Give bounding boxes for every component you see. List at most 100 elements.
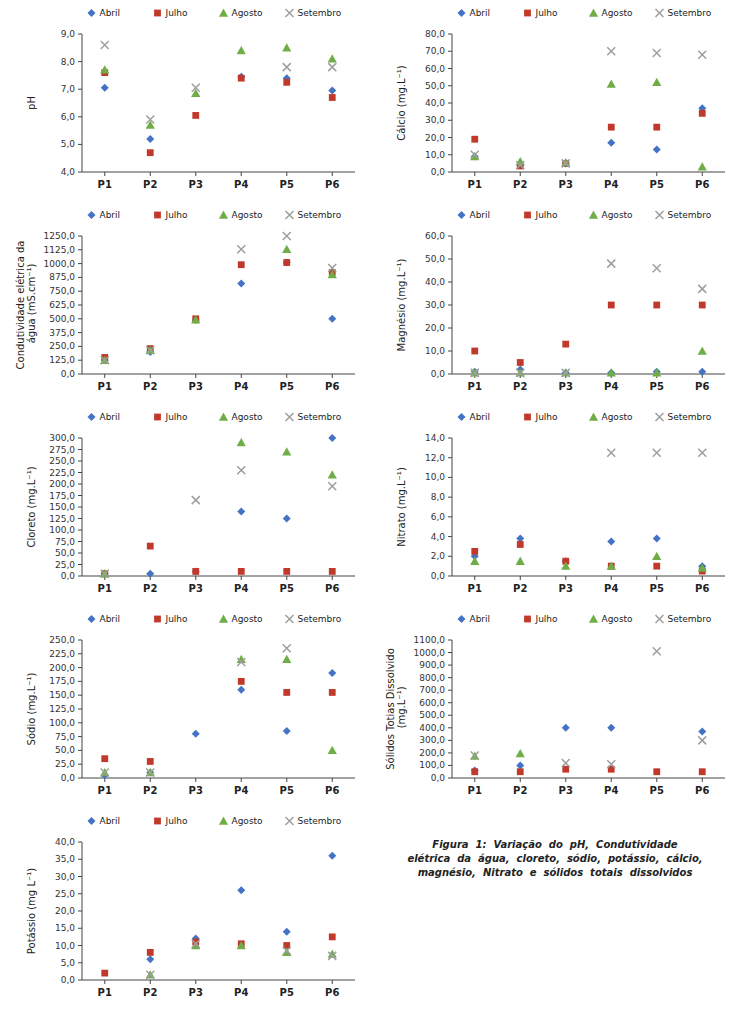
x-tick-label: P3 <box>189 785 203 796</box>
y-tick-label: 10,0 <box>425 346 445 356</box>
caption: Figura 1: Variação do pH, Condutividadee… <box>407 839 702 878</box>
y-tick <box>448 120 452 121</box>
point <box>699 110 706 117</box>
y-tick-label: 100,0 <box>419 760 445 770</box>
y-tick <box>78 305 82 306</box>
legend-label: Abril <box>470 210 491 220</box>
x-tick <box>332 374 333 378</box>
point <box>653 449 661 457</box>
point <box>607 538 615 546</box>
legend-marker <box>458 413 466 421</box>
legend-marker <box>219 614 228 622</box>
y-tick <box>78 842 82 843</box>
y-tick-label: 14,0 <box>425 433 445 443</box>
point <box>237 941 246 949</box>
x-tick <box>150 172 151 176</box>
y-tick <box>78 778 82 779</box>
point <box>283 258 291 266</box>
legend-label: Setembro <box>298 412 342 422</box>
y-tick-label: 1100,0 <box>414 635 446 645</box>
y-tick <box>448 85 452 86</box>
y-tick <box>78 980 82 981</box>
point <box>146 955 154 963</box>
legend-label: Julho <box>535 412 559 422</box>
y-tick-label: 20,0 <box>425 133 445 143</box>
point <box>652 552 661 560</box>
x-tick-label: P2 <box>513 381 527 392</box>
legend-marker <box>88 9 96 17</box>
x-tick-label: P6 <box>695 785 709 796</box>
point <box>471 151 479 159</box>
x-tick <box>104 374 105 378</box>
legend-label: Abril <box>100 614 121 624</box>
x-tick-label: P2 <box>143 179 157 190</box>
x-axis-line <box>452 576 725 577</box>
point <box>329 933 336 940</box>
legend-marker <box>656 615 664 623</box>
point <box>328 470 337 478</box>
y-tick <box>448 172 452 173</box>
legend: AbrilJulhoAgostoSetembro <box>88 816 342 826</box>
point <box>237 279 245 287</box>
point <box>237 438 246 446</box>
point <box>698 449 706 457</box>
point <box>328 952 336 960</box>
y-axis-label: Magnésio (mg.L⁻¹) <box>396 259 407 352</box>
y-tick-label: 8,0 <box>61 57 76 67</box>
legend-label: Agosto <box>232 614 264 624</box>
y-tick <box>78 709 82 710</box>
legend-marker <box>154 10 161 17</box>
y-tick-label: 6,0 <box>61 112 76 122</box>
x-tick-label: P4 <box>604 785 618 796</box>
point <box>471 766 479 774</box>
point <box>516 761 524 769</box>
y-tick-label: 300,0 <box>419 735 445 745</box>
x-tick-label: P4 <box>234 381 248 392</box>
legend: AbrilJulhoAgostoSetembro <box>88 210 342 220</box>
x-tick-label: P5 <box>650 179 664 190</box>
y-tick <box>78 374 82 375</box>
legend-marker <box>286 211 294 219</box>
x-tick <box>150 778 151 782</box>
x-tick <box>520 172 521 176</box>
y-tick <box>448 497 452 498</box>
legend: AbrilJulhoAgostoSetembro <box>458 412 712 422</box>
point <box>653 146 661 154</box>
point <box>237 466 245 474</box>
y-tick <box>78 484 82 485</box>
x-tick-label: P6 <box>695 583 709 594</box>
y-tick-label: 750,0 <box>49 286 75 296</box>
legend-label: Abril <box>470 412 491 422</box>
y-tick <box>78 945 82 946</box>
x-tick <box>611 778 612 782</box>
y-tick <box>78 332 82 333</box>
point <box>698 162 707 170</box>
marks <box>470 47 707 170</box>
legend-label: Agosto <box>602 210 634 220</box>
legend-marker <box>88 413 96 421</box>
x-tick-label: P5 <box>280 179 294 190</box>
point <box>470 751 479 759</box>
point <box>282 447 291 455</box>
y-tick-label: 150,0 <box>49 690 75 700</box>
point <box>100 65 109 73</box>
y-tick <box>78 236 82 237</box>
subplot: 0,010,020,030,040,050,060,070,080,0P1P2P… <box>396 8 725 190</box>
legend-label: Abril <box>100 816 121 826</box>
point <box>608 302 615 309</box>
point <box>561 368 570 376</box>
point <box>283 79 290 86</box>
y-tick <box>448 374 452 375</box>
x-tick-label: P1 <box>98 785 112 796</box>
y-axis-label: Sólidos Totias Dissolvido (mg.L⁻¹) <box>385 648 407 770</box>
point <box>192 316 200 324</box>
y-tick <box>78 764 82 765</box>
y-tick-label: 50,0 <box>55 548 75 558</box>
legend: AbrilJulhoAgostoSetembro <box>458 614 712 624</box>
x-tick-label: P3 <box>559 381 573 392</box>
point <box>283 232 291 240</box>
y-tick-label: 175,0 <box>49 491 75 501</box>
legend-marker <box>286 413 294 421</box>
y-tick-label: 30,0 <box>425 300 445 310</box>
subplot: 0,0125,0250,0375,0500,0625,0750,0875,010… <box>15 210 355 392</box>
